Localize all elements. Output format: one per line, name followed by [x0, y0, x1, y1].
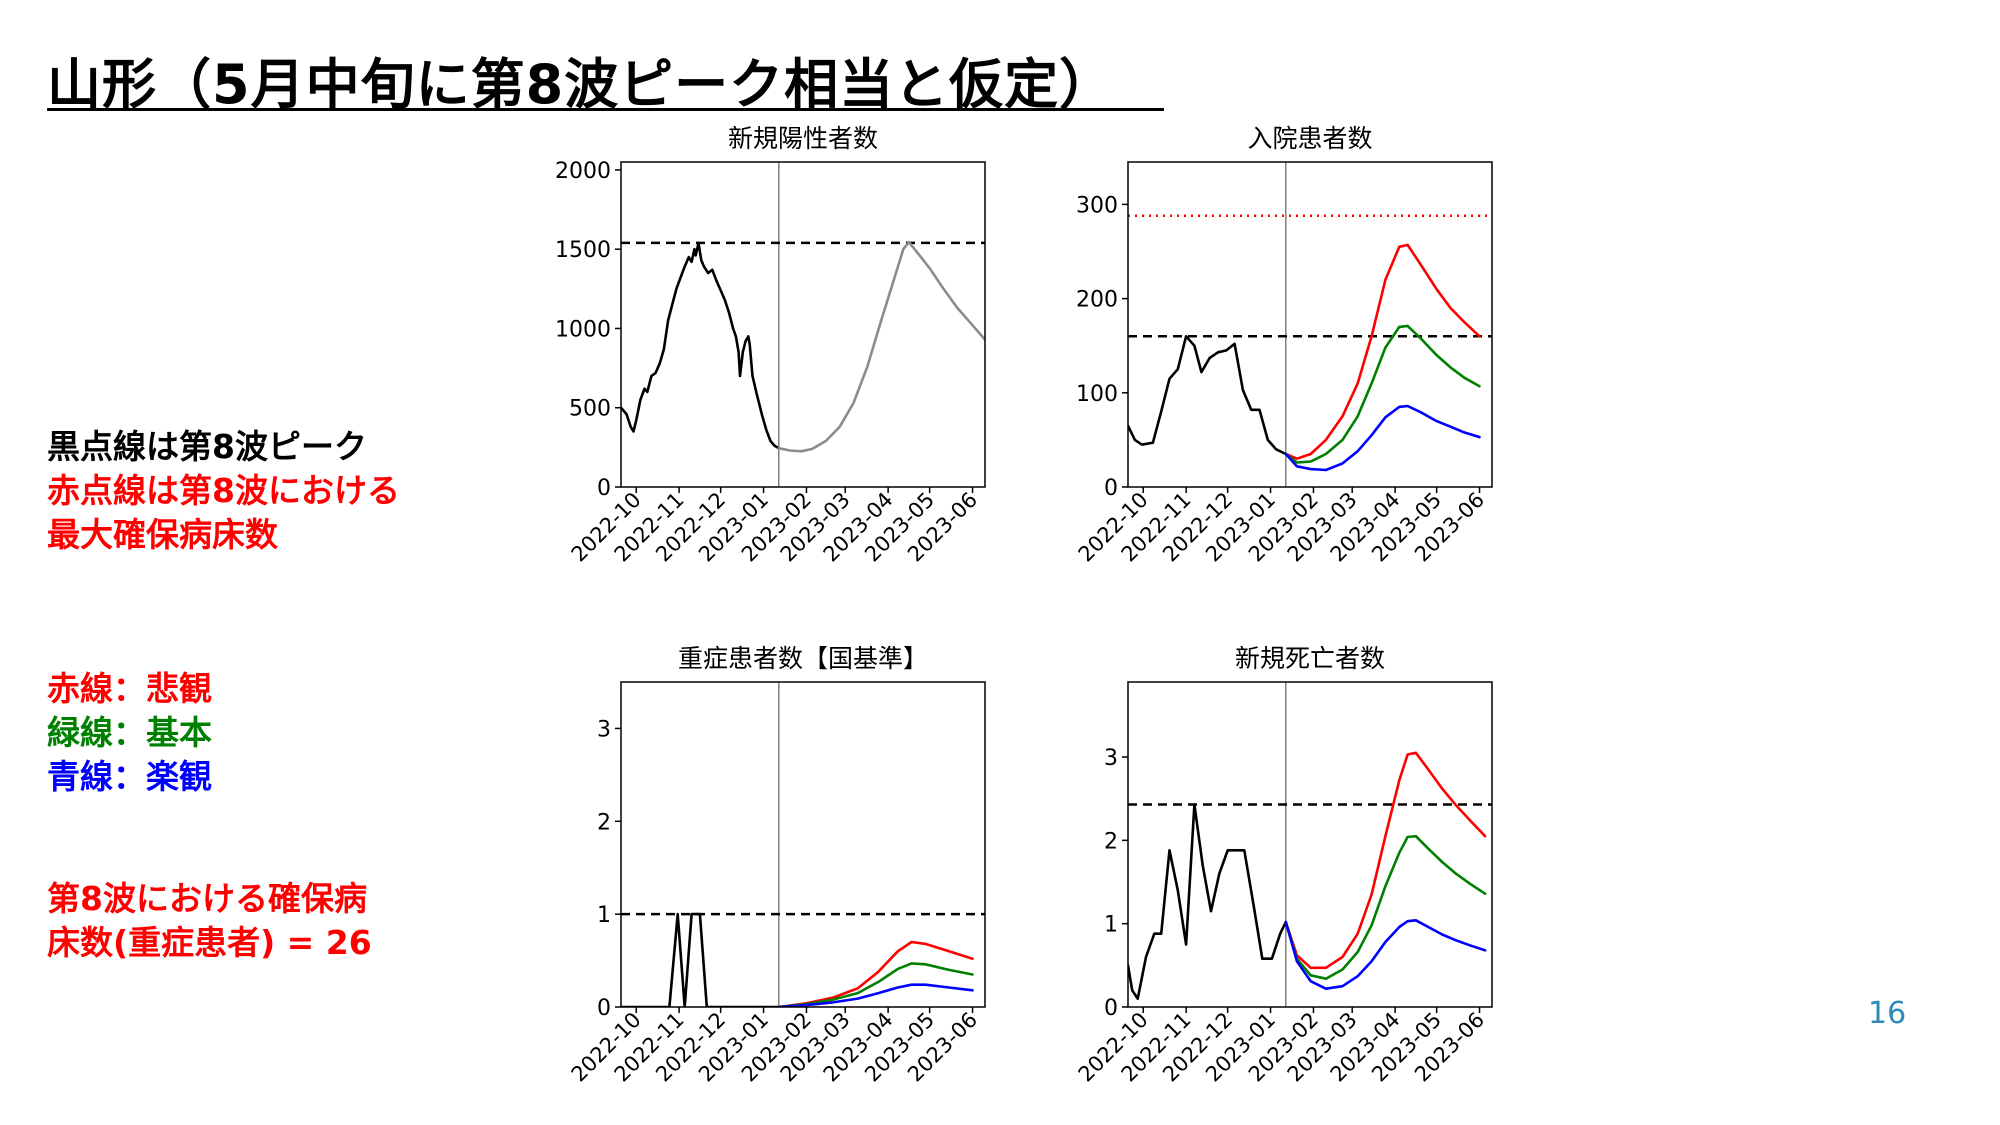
series-line-observed [1128, 803, 1288, 1001]
series-line-observed [1128, 334, 1288, 456]
axes-frame [620, 161, 986, 488]
series-line-optimistic [1284, 404, 1481, 472]
y-tick-label: 200 [1076, 288, 1118, 313]
legend-note-scenarios: 赤線：悲観 緑線：基本 青線：楽観 [47, 667, 212, 799]
note-line: 赤点線は第8波における [47, 471, 400, 510]
chart-title: 新規死亡者数 [1235, 644, 1385, 673]
series-line-base [777, 962, 974, 1007]
y-tick-label: 2000 [555, 159, 611, 184]
title-underline [47, 108, 1164, 111]
y-tick-label: 2 [597, 810, 611, 835]
plot-area [1128, 162, 1492, 487]
chart-panel: 入院患者数01002003002022-102022-112022-122023… [1074, 124, 1493, 567]
note-line: 青線：楽観 [47, 757, 212, 796]
y-tick-label: 0 [597, 996, 611, 1021]
chart-panel: 新規死亡者数01232022-102022-112022-122023-0120… [1074, 644, 1493, 1087]
y-tick-label: 1500 [555, 238, 611, 263]
chart-panel: 新規陽性者数05001000150020002022-102022-112022… [555, 124, 986, 567]
plot-area [621, 682, 985, 1007]
y-tick-label: 0 [1104, 996, 1118, 1021]
plot-area [1128, 682, 1492, 1007]
note-line: 床数(重症患者) = 26 [47, 923, 372, 962]
series-line-observed [621, 241, 781, 450]
y-tick-label: 300 [1076, 193, 1118, 218]
series-line-base [1284, 324, 1481, 464]
axes-frame [1127, 161, 1493, 488]
y-tick-label: 0 [1104, 476, 1118, 501]
y-tick-label: 3 [597, 717, 611, 742]
y-tick-label: 3 [1104, 746, 1118, 771]
plot-area [621, 162, 985, 487]
y-tick-label: 2 [1104, 829, 1118, 854]
note-line: 赤線：悲観 [47, 669, 212, 708]
note-line: 最大確保病床数 [47, 515, 278, 554]
series-line-optimistic [1284, 918, 1487, 991]
y-tick-label: 1 [1104, 913, 1118, 938]
page-number: 16 [1868, 996, 1907, 1031]
series-line-pessimistic [1284, 243, 1481, 461]
series-line-projection [777, 240, 985, 453]
chart-title: 重症患者数【国基準】 [678, 644, 928, 673]
y-tick-label: 500 [569, 397, 611, 422]
axes-frame [1127, 681, 1493, 1008]
slide-title: 山形（5月中旬に第8波ピーク相当と仮定） [47, 53, 1115, 116]
series-line-pessimistic [1284, 751, 1487, 970]
note-line: 緑線：基本 [47, 713, 212, 752]
note-severe-beds: 第8波における確保病 床数(重症患者) = 26 [47, 877, 372, 965]
legend-note-peak-lines: 黒点線は第8波ピーク 赤点線は第8波における 最大確保病床数 [47, 425, 400, 557]
series-line-pessimistic [777, 940, 974, 1007]
chart-panel: 重症患者数【国基準】01232022-102022-112022-122023-… [567, 644, 986, 1087]
y-tick-label: 1000 [555, 317, 611, 342]
axes-frame [620, 681, 986, 1008]
series-line-observed [621, 912, 781, 1007]
series-line-base [1284, 834, 1487, 981]
note-line: 第8波における確保病 [47, 879, 367, 918]
note-line: 黒点線は第8波ピーク [47, 427, 367, 466]
chart-title: 新規陽性者数 [728, 124, 878, 153]
y-tick-label: 1 [597, 903, 611, 928]
series-line-optimistic [777, 983, 974, 1007]
y-tick-label: 100 [1076, 382, 1118, 407]
chart-title: 入院患者数 [1247, 124, 1372, 153]
y-tick-label: 0 [597, 476, 611, 501]
